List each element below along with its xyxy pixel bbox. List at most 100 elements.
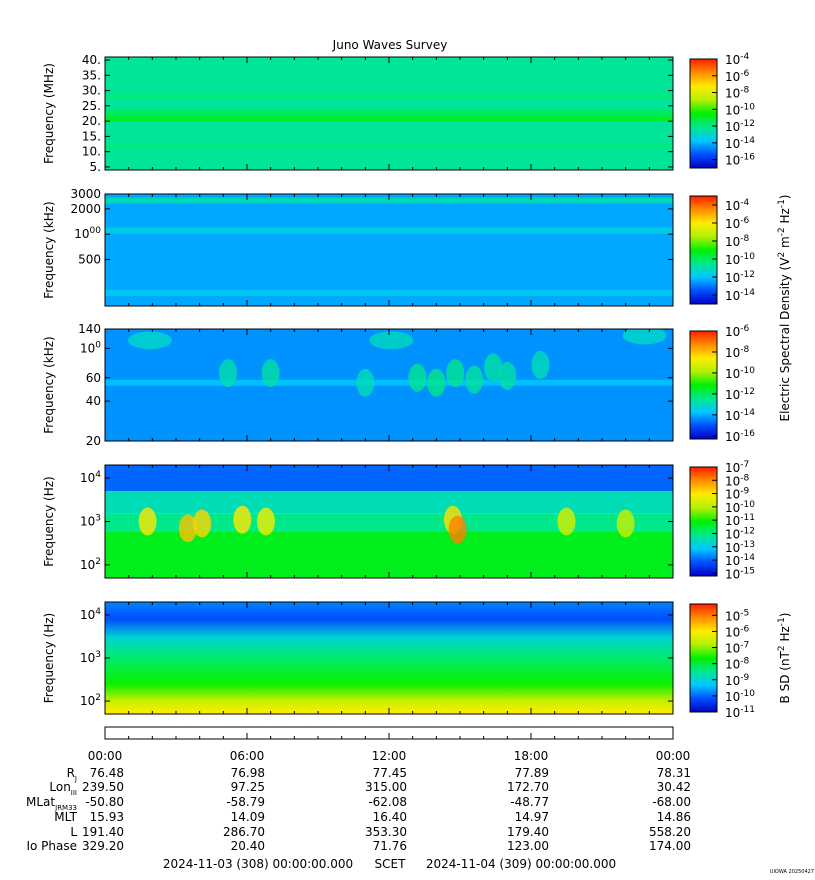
- colorbar-tick-label: 10-14: [725, 408, 755, 423]
- y-tick-label: 103: [80, 650, 101, 665]
- y-tick-label: 20.: [82, 114, 101, 128]
- heatmap-feature: [616, 509, 635, 538]
- ephemeris-value: -50.80: [85, 795, 124, 809]
- colorbar-tick-label: 10-16: [725, 429, 755, 444]
- ephemeris-label: Io Phase: [26, 839, 77, 853]
- y-tick-label: 5.: [90, 160, 101, 174]
- ephemeris-value: 172.70: [507, 780, 549, 794]
- y-tick-label: 30.: [82, 84, 101, 98]
- ephemeris-value: 14.97: [515, 810, 549, 824]
- colorbar-tick-label: 10-14: [725, 136, 755, 151]
- heatmap-feature: [127, 331, 172, 350]
- heatmap-band: [105, 227, 673, 234]
- heatmap-feature: [233, 505, 252, 534]
- ephemeris-value: 315.00: [365, 780, 407, 794]
- time-tick-label: 00:00: [88, 749, 123, 763]
- colorbar-scale: [689, 58, 718, 169]
- y-axis-label: Frequency (Hz): [42, 476, 56, 567]
- colorbar-tick-label: 10-6: [725, 216, 750, 231]
- y-tick-label: 500: [78, 252, 101, 266]
- ephemeris-label: LonIII: [49, 780, 77, 797]
- heatmap-feature: [219, 359, 238, 388]
- colorbar: 10-4 10-6 10-810-10 10-12 10-14 10-16: [689, 52, 755, 169]
- colorbar-tick-label: 10-15: [725, 566, 755, 581]
- colorbar-tick-label: 10-6: [725, 324, 750, 339]
- ephemeris-value: 179.40: [507, 825, 549, 839]
- electric-colorbar-title: Electric Spectral Density (V2 m-2 Hz-1): [777, 194, 792, 421]
- heatmap-profile: [105, 602, 673, 714]
- colorbar-tick-label: 10-6: [725, 624, 750, 639]
- ephemeris-value: 71.76: [373, 839, 407, 853]
- footer-scet: SCET: [375, 857, 407, 871]
- heatmap-band: [105, 115, 673, 122]
- colorbar-tick-label: 10-14: [725, 288, 755, 303]
- colorbar-tick-label: 10-4: [725, 198, 750, 213]
- ephemeris-label: L: [70, 825, 77, 839]
- heatmap-band: [105, 108, 673, 115]
- y-tick-label: 100: [80, 340, 101, 355]
- ephemeris-value: 174.00: [649, 839, 691, 853]
- footer-credit: UIOWA 20250427: [770, 869, 814, 875]
- ephemeris-value: 76.98: [231, 766, 265, 780]
- colorbar: 10-6 10-8 10-10 10-12 10-14 10-16: [689, 324, 755, 444]
- colorbar-tick-label: 10-7: [725, 641, 749, 656]
- heatmap-feature: [446, 359, 465, 388]
- y-tick-label: 20: [86, 434, 101, 448]
- ephemeris-value: -62.08: [368, 795, 407, 809]
- y-tick-label: 35.: [82, 68, 101, 82]
- bfield-colorbar-title: B SD (nT2 Hz-1): [777, 613, 792, 704]
- ephemeris-value: 239.50: [82, 780, 124, 794]
- colorbar-tick-label: 10-10: [725, 252, 755, 267]
- colorbar-tick-label: 10-10: [725, 102, 755, 117]
- y-axis-label: Frequency (Hz): [42, 613, 56, 704]
- colorbar: 10-710-810-910-1010-1110-1210-1310-1410-…: [689, 460, 755, 581]
- colorbar-tick-label: 10-6: [725, 69, 750, 84]
- y-tick-label: 3000: [70, 187, 101, 201]
- y-tick-label: 1000: [74, 226, 101, 241]
- ephemeris-value: 558.20: [649, 825, 691, 839]
- footer-start-time: 2024-11-03 (308) 00:00:00.000: [163, 857, 353, 871]
- y-tick-label: 10.: [82, 145, 101, 159]
- ephemeris-value: 76.48: [90, 766, 124, 780]
- colorbar-tick-label: 10-12: [725, 387, 755, 402]
- ephemeris-label: RJ: [67, 766, 77, 783]
- y-tick-label: 104: [80, 607, 101, 622]
- colorbar-tick-label: 10-12: [725, 119, 755, 134]
- ephemeris-value: 123.00: [507, 839, 549, 853]
- y-tick-label: 102: [80, 693, 101, 708]
- colorbar-tick-label: 10-12: [725, 270, 755, 285]
- time-tick-label: 18:00: [514, 749, 549, 763]
- panel-4: 104 103 102 Frequency (Hz) 10-710-810-910-10…: [42, 460, 755, 581]
- ephemeris-value: 191.40: [82, 825, 124, 839]
- colorbar-scale: [689, 330, 718, 440]
- y-axis-label: Frequency (kHz): [42, 336, 56, 433]
- ephemeris-value: 353.30: [365, 825, 407, 839]
- colorbar-tick-label: 10-10: [725, 366, 755, 381]
- heatmap-feature: [531, 350, 550, 379]
- y-tick-label: 15.: [82, 129, 101, 143]
- heatmap-layer: [105, 491, 673, 514]
- y-tick-label: 140: [78, 322, 101, 336]
- colorbar-tick-label: 10-5: [725, 608, 749, 623]
- chart-title: Juno Waves Survey: [332, 38, 448, 52]
- heatmap-feature: [138, 507, 157, 536]
- y-tick-label: 40: [86, 394, 101, 408]
- ephemeris-value: 30.42: [657, 780, 691, 794]
- y-tick-label: 25.: [82, 99, 101, 113]
- ephemeris-value: -68.00: [652, 795, 691, 809]
- panel-5: 104 103 102 Frequency (Hz) 10-510-6 10-710-81…: [42, 601, 755, 720]
- colorbar-tick-label: 10-9: [725, 673, 750, 688]
- heatmap-feature: [557, 507, 576, 536]
- y-tick-label: 102: [80, 557, 101, 572]
- ephemeris-label: MLT: [54, 810, 77, 824]
- ephemeris-value: 20.40: [231, 839, 265, 853]
- y-axis-label: Frequency (kHz): [42, 201, 56, 298]
- colorbar-tick-label: 10-4: [725, 52, 750, 67]
- heatmap-feature: [356, 368, 375, 397]
- colorbar-tick-label: 10-8: [725, 86, 750, 101]
- heatmap-feature: [261, 359, 280, 388]
- heatmap-band: [105, 142, 673, 149]
- colorbar-tick-label: 10-8: [725, 657, 750, 672]
